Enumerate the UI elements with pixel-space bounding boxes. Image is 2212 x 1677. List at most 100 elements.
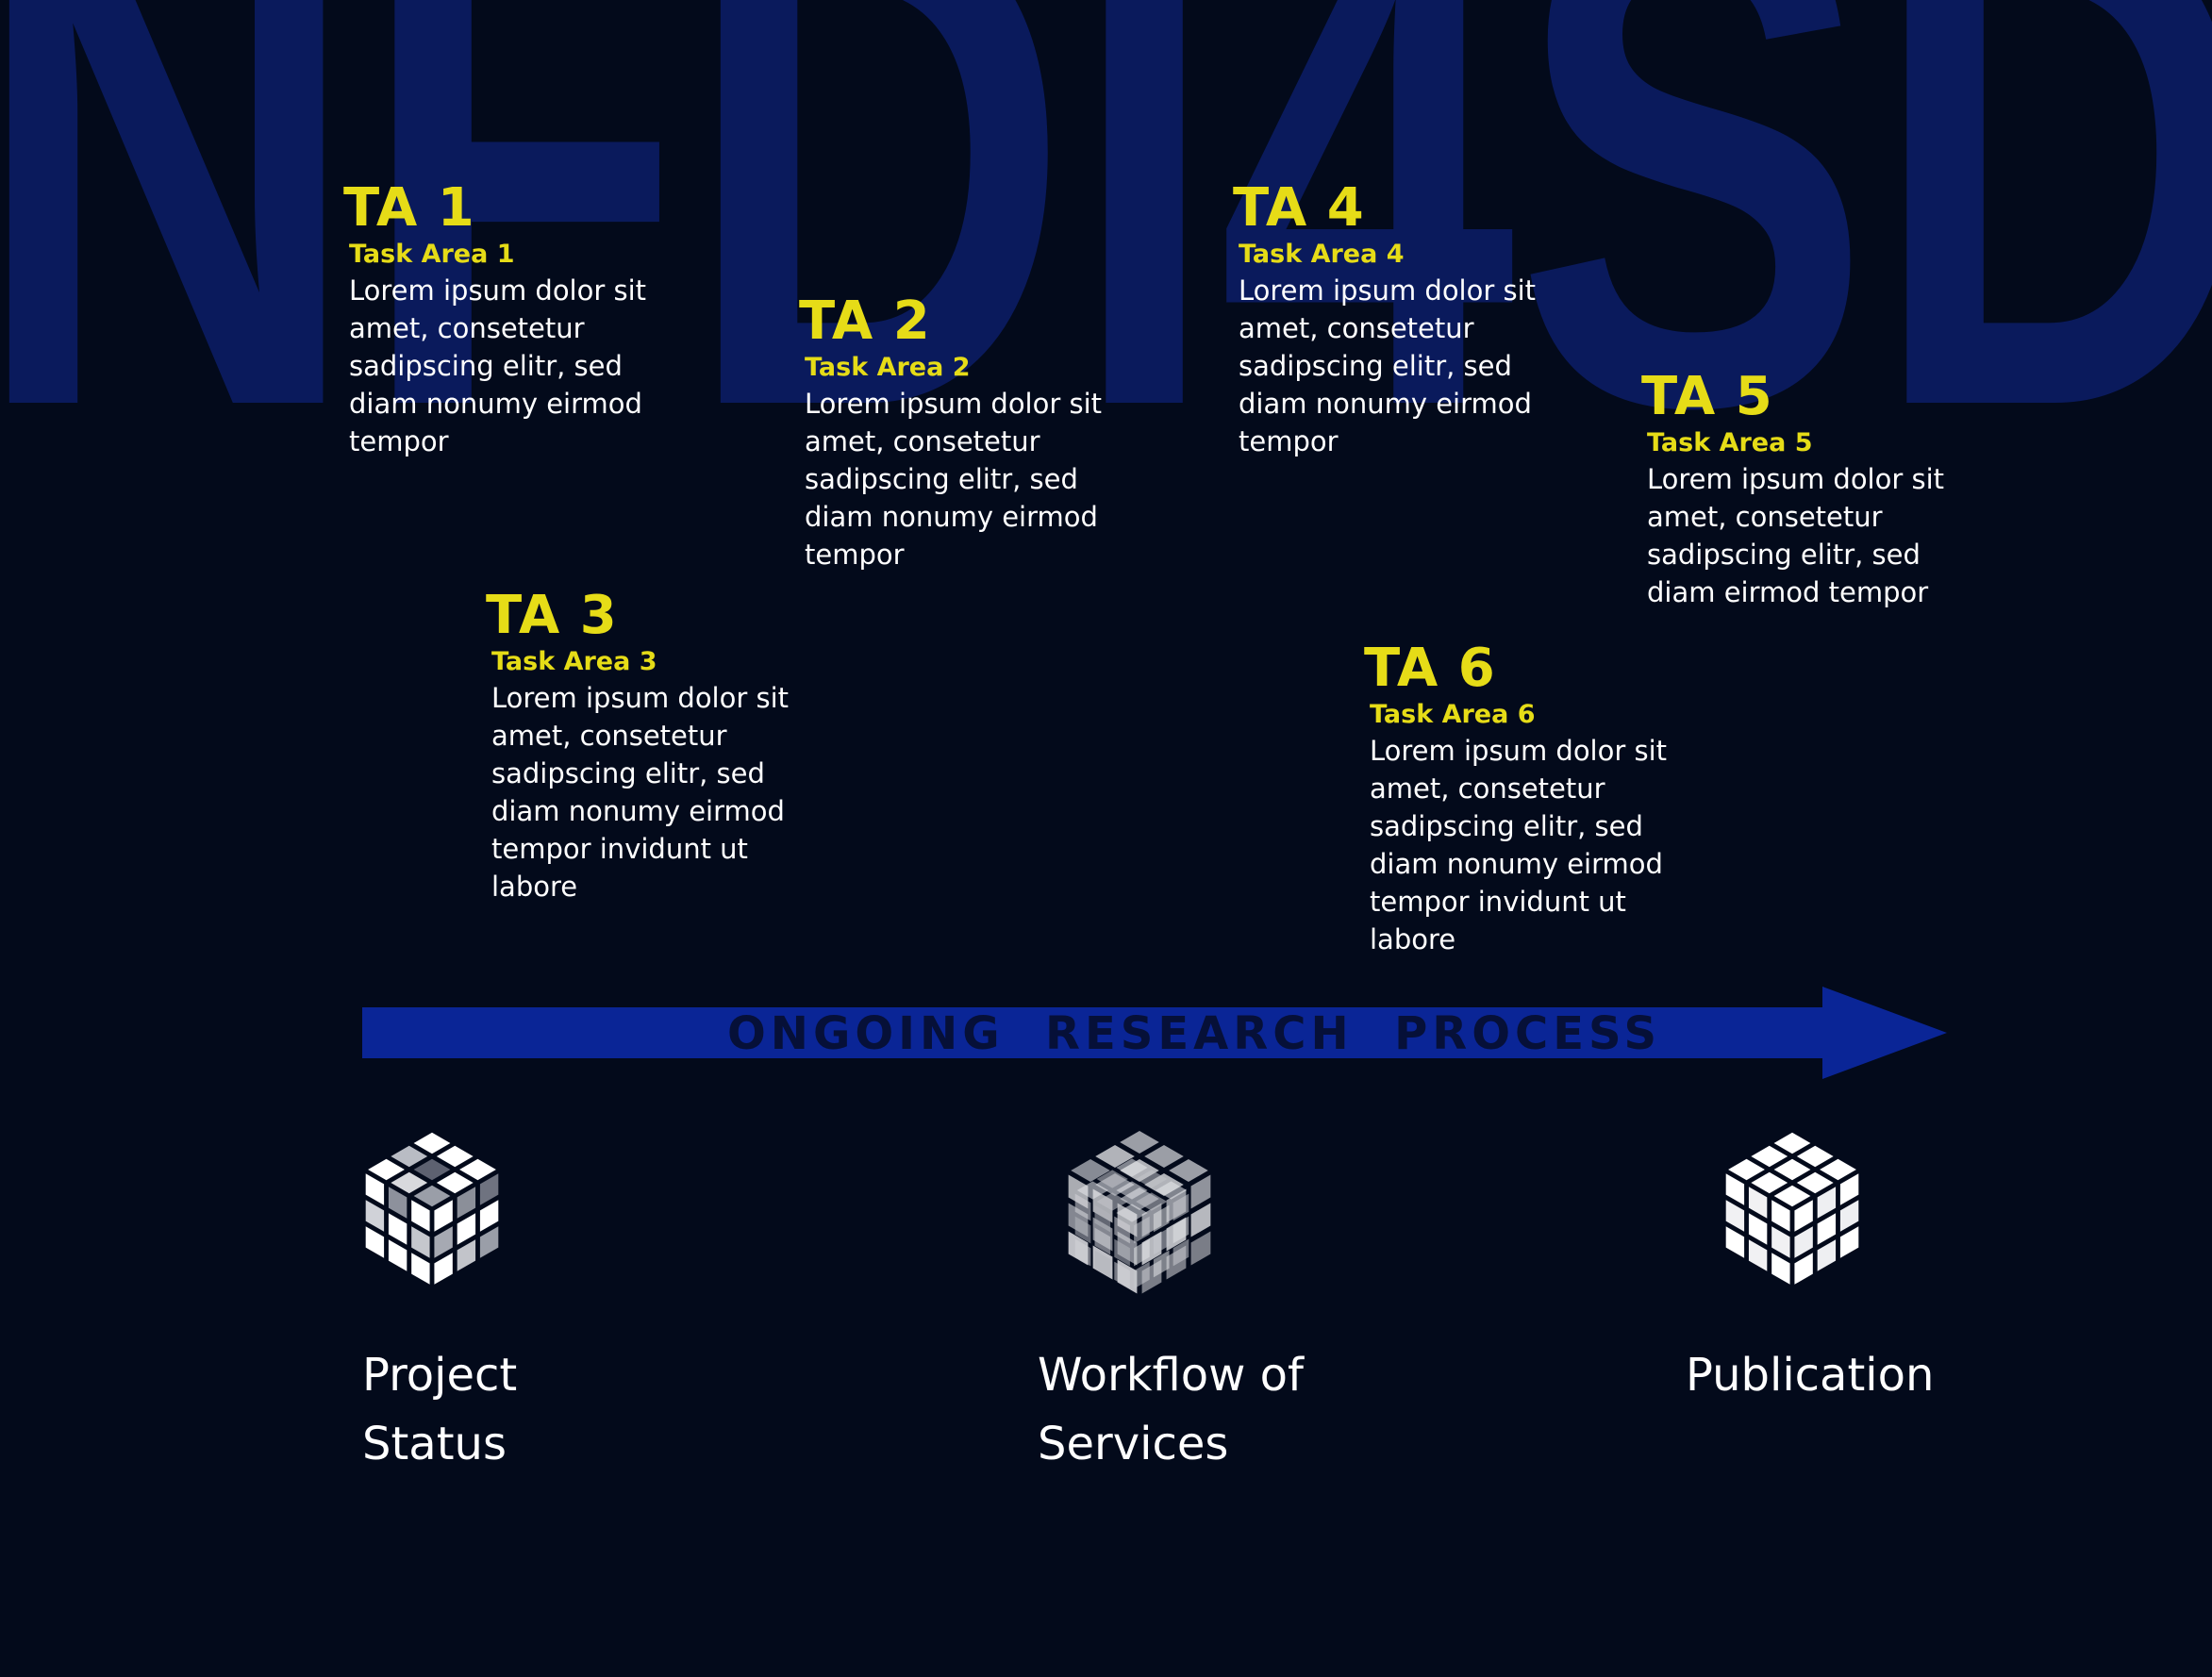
cube-sticker xyxy=(1839,1226,1859,1258)
cube-sticker xyxy=(1748,1213,1768,1245)
cube-sticker xyxy=(1074,1193,1091,1221)
cube-sticker xyxy=(388,1213,407,1245)
cube-sticker xyxy=(1114,1261,1130,1289)
stage-label-text: Project Status xyxy=(362,1349,518,1470)
cube-sticker xyxy=(1794,1253,1813,1285)
task-area-code: TA 3 xyxy=(486,585,618,646)
cube-sticker xyxy=(1114,1238,1130,1267)
cube-sticker xyxy=(457,1187,476,1219)
cube-sticker xyxy=(365,1200,385,1232)
cube-sticker xyxy=(1095,1145,1135,1168)
cube-sticker xyxy=(411,1200,430,1232)
cube-sticker xyxy=(1820,1158,1856,1181)
stage-publication: Publication xyxy=(1686,1341,1987,1410)
cube-sticker xyxy=(1173,1193,1189,1221)
background-title-text: NFDI4SD xyxy=(0,0,2212,462)
cube-sticker xyxy=(1771,1226,1790,1258)
cube-sticker xyxy=(1134,1238,1150,1267)
task-area-description: Lorem ipsum dolor sit amet, consetetur s… xyxy=(1370,735,1668,955)
process-arrow: ONGOING RESEARCH PROCESS xyxy=(362,987,1947,1079)
task-area-description: Lorem ipsum dolor sit amet, consetetur s… xyxy=(491,682,790,903)
cube-sticker xyxy=(1839,1200,1859,1232)
task-area-name: Task Area 4 xyxy=(1239,240,1405,269)
cube-sticker xyxy=(391,1171,428,1194)
cube-sticker xyxy=(1173,1238,1189,1267)
cube-sticker xyxy=(1794,1200,1813,1232)
cube-sticker xyxy=(436,1145,474,1168)
cube-sticker xyxy=(1748,1239,1768,1271)
cube-sticker xyxy=(1173,1216,1189,1244)
cube-sticker xyxy=(436,1171,474,1194)
arrow-shape xyxy=(362,987,1947,1079)
cube-sticker xyxy=(1751,1171,1788,1194)
cube-sticker xyxy=(1074,1216,1091,1244)
cube-sticker xyxy=(1725,1173,1745,1205)
task-area-code: TA 5 xyxy=(1641,366,1773,427)
cube-sticker xyxy=(1748,1187,1768,1219)
cube-sticker xyxy=(1190,1231,1211,1266)
task-area-2: TA 2 Task Area 2 Lorem ipsum dolor sit a… xyxy=(799,292,1130,573)
background-title: NFDI4SD xyxy=(0,0,2212,462)
cube-sticker xyxy=(1153,1227,1170,1255)
task-area-name: Task Area 3 xyxy=(491,647,657,676)
cube-sticker xyxy=(457,1239,476,1271)
cube-sticker xyxy=(1169,1159,1208,1182)
cube-sticker xyxy=(1796,1171,1834,1194)
task-area-1: TA 1 Task Area 1 Lorem ipsum dolor sit a… xyxy=(343,179,674,460)
cube-sticker xyxy=(434,1226,453,1258)
task-area-5: TA 5 Task Area 5 Lorem ipsum dolor sit a… xyxy=(1641,368,1972,611)
cube-sticker xyxy=(1153,1250,1170,1278)
cube-sticker xyxy=(1153,1204,1170,1233)
cube-sticker xyxy=(365,1226,385,1258)
stage-project-status: Project Status xyxy=(362,1341,607,1479)
cube-sticker xyxy=(1134,1216,1150,1244)
task-area-4: TA 4 Task Area 4 Lorem ipsum dolor sit a… xyxy=(1233,179,1564,460)
cube-sticker xyxy=(1773,1158,1811,1181)
stage-workflow-of-services: Workflow of Services xyxy=(1038,1341,1321,1479)
task-area-name: Task Area 5 xyxy=(1647,428,1813,457)
cube-sticker xyxy=(1190,1203,1211,1237)
cube-sticker xyxy=(1094,1250,1111,1278)
task-area-description: Lorem ipsum dolor sit amet, consetetur s… xyxy=(349,274,647,457)
cube-sticker xyxy=(1751,1145,1788,1168)
cube-sticker xyxy=(388,1187,407,1219)
cube-sticker xyxy=(1096,1170,1128,1188)
cube-sticker xyxy=(365,1173,385,1205)
cube-sticker xyxy=(1114,1216,1130,1244)
cube-sticker xyxy=(1794,1226,1813,1258)
cube-sticker xyxy=(479,1226,499,1258)
rubiks-cube-solved-icon xyxy=(1725,1132,1859,1285)
cube-sticker xyxy=(1728,1158,1765,1181)
cube-sticker xyxy=(434,1253,453,1285)
task-area-code: TA 6 xyxy=(1364,638,1496,699)
stage-label-text: Publication xyxy=(1686,1349,1935,1402)
cube-sticker xyxy=(434,1200,453,1232)
task-area-description: Lorem ipsum dolor sit amet, consetetur s… xyxy=(1647,463,1945,608)
cube-sticker xyxy=(1817,1239,1837,1271)
task-area-name: Task Area 2 xyxy=(805,353,971,382)
cube-sticker xyxy=(1773,1132,1811,1154)
cube-sticker xyxy=(1817,1187,1837,1219)
cube-sticker xyxy=(1771,1253,1790,1285)
cube-sticker xyxy=(411,1253,430,1285)
cube-sticker xyxy=(413,1185,451,1207)
task-area-name: Task Area 6 xyxy=(1370,700,1536,729)
cube-sticker xyxy=(413,1158,451,1181)
cube-sticker xyxy=(1817,1213,1837,1245)
cube-sticker xyxy=(1134,1261,1150,1289)
task-area-6: TA 6 Task Area 6 Lorem ipsum dolor sit a… xyxy=(1364,639,1695,958)
task-area-3: TA 3 Task Area 3 Lorem ipsum dolor sit a… xyxy=(486,587,817,905)
rubiks-cube-scrambled-icon xyxy=(1068,1131,1211,1294)
cube-sticker xyxy=(1120,1131,1159,1154)
cube-sticker xyxy=(1773,1185,1811,1207)
cube-sticker xyxy=(1725,1226,1745,1258)
cube-sticker xyxy=(1839,1173,1859,1205)
cube-sticker xyxy=(479,1173,499,1205)
cube-sticker xyxy=(1094,1227,1111,1255)
cube-sticker xyxy=(413,1132,451,1154)
cube-sticker xyxy=(1796,1145,1834,1168)
cube-sticker xyxy=(1094,1204,1111,1233)
task-area-description: Lorem ipsum dolor sit amet, consetetur s… xyxy=(1239,274,1537,457)
cube-sticker xyxy=(1074,1238,1091,1267)
cube-sticker xyxy=(368,1158,405,1181)
